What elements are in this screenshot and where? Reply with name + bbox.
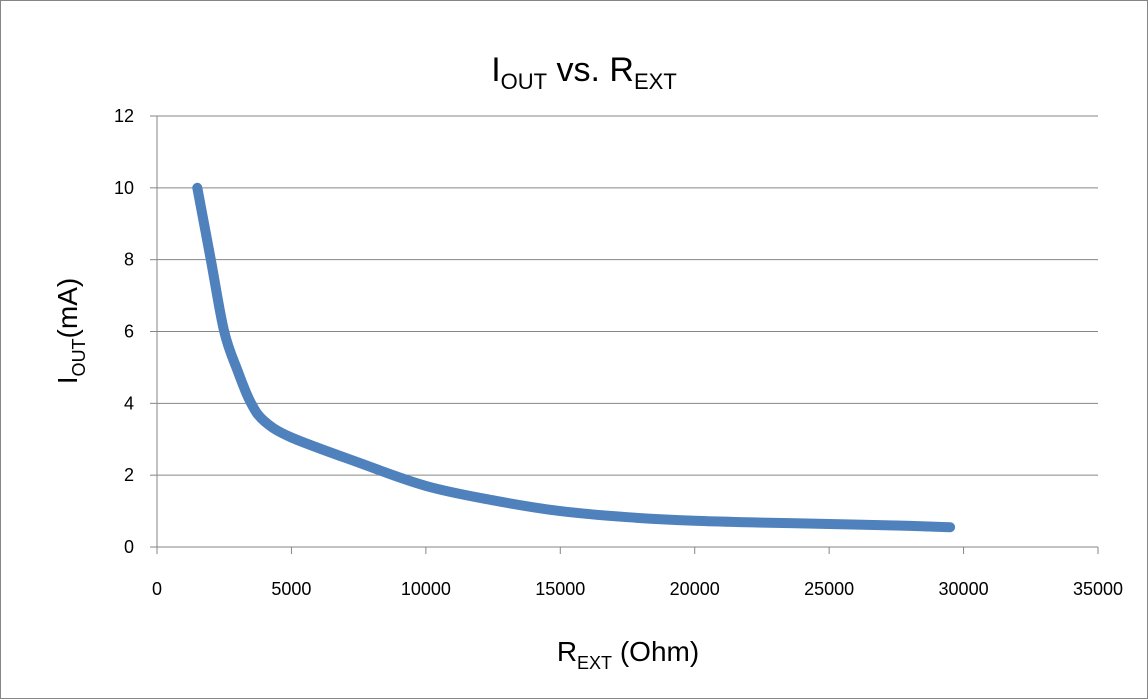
x-tick-label: 25000 [804,579,854,599]
x-tick-label: 5000 [271,579,311,599]
x-tick-label: 0 [152,579,162,599]
x-tick-label: 30000 [939,579,989,599]
x-axis-title-suffix: (Ohm) [612,636,699,667]
x-axis-title-subscript: EXT [577,653,612,673]
chart-title-subscript-2: EXT [634,69,677,94]
y-axis-title-main: I [52,376,83,384]
y-axis-title-suffix: (mA) [52,278,83,339]
x-axis-title-main: R [557,636,577,667]
ticks: 0 2 4 6 8 10 12 0 5000 10000 15000 20000 25000 30000 3… [114,106,1123,599]
y-tick-label: 8 [124,250,134,270]
x-tick-label: 15000 [535,579,585,599]
gridlines [157,115,1098,476]
y-tick-label: 2 [124,465,134,485]
y-tick-label: 0 [124,537,134,557]
chart-title-subscript: OUT [501,69,547,94]
series [192,182,956,533]
x-tick-label: 35000 [1073,579,1123,599]
x-tick-label: 20000 [670,579,720,599]
y-tick-label: 6 [124,322,134,342]
chart-title-middle: vs. R [547,51,634,89]
y-axis-title-subscript: OUT [69,338,89,376]
y-tick-label: 10 [114,178,134,198]
y-axis-title: IOUT(mA) [52,278,89,384]
x-axis-title: REXT (Ohm) [557,636,699,673]
series-line [192,182,956,533]
y-tick-label: 12 [114,106,134,126]
chart-title-main: I [491,51,500,89]
y-tick-label: 4 [124,393,134,413]
chart-title: IOUT vs. REXT [491,51,677,94]
x-tick-label: 10000 [401,579,451,599]
